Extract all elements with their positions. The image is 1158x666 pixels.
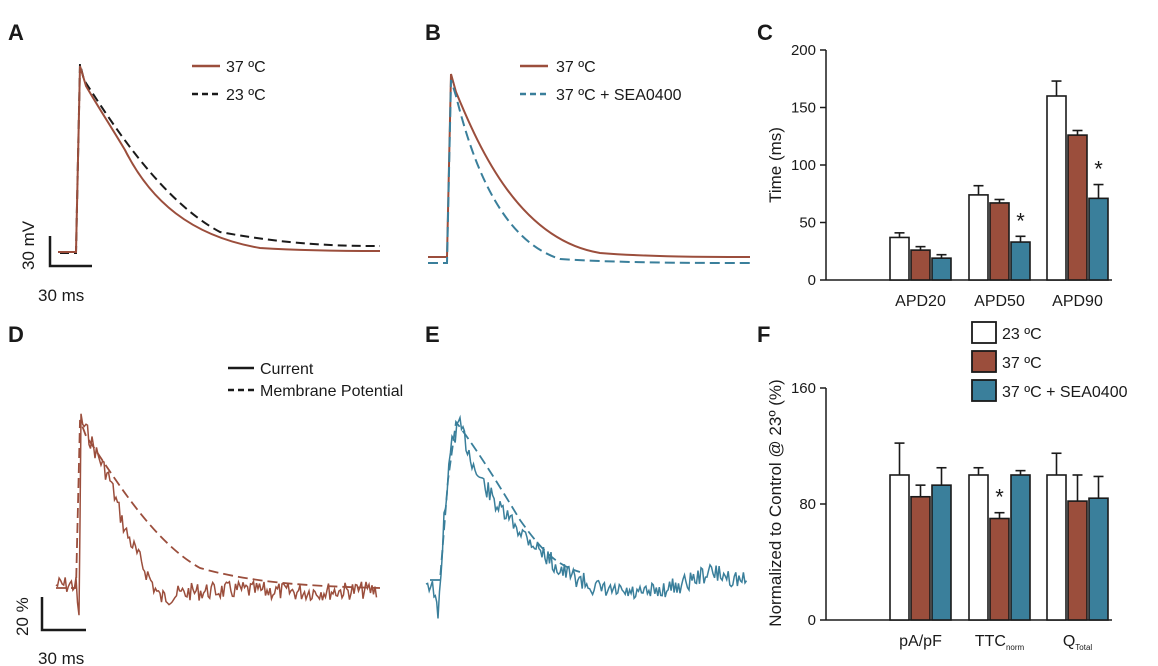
legend-a-37-label: 37 ºC <box>226 59 266 76</box>
bar <box>1088 497 1109 621</box>
chart-f-ylabel: Normalized to Control @ 23º (%) <box>766 379 785 626</box>
scalebar-a-time: 30 ms <box>38 286 84 305</box>
trace-e-membrane <box>430 419 581 581</box>
x-tick-label: APD20 <box>895 293 946 310</box>
bar <box>989 517 1010 621</box>
trace-b-37 <box>428 73 751 258</box>
significance-marker: * <box>1094 157 1103 182</box>
bar <box>1046 95 1067 281</box>
y-tick-label: 100 <box>791 157 816 174</box>
legend-d-membrane-label: Membrane Potential <box>260 383 403 400</box>
scalebar-d <box>40 597 86 632</box>
y-tick-label: 160 <box>791 380 816 397</box>
legend-b-sea-label: 37 ºC + SEA0400 <box>556 87 682 104</box>
legend-a-23-label: 23 ºC <box>226 87 266 104</box>
significance-marker: * <box>1016 208 1025 233</box>
x-tick-label: pA/pF <box>899 633 942 650</box>
y-tick-label: 50 <box>799 215 816 232</box>
trace-b-sea <box>428 79 751 264</box>
scalebar-d-time: 30 ms <box>38 649 84 666</box>
chart-f: Normalized to Control @ 23º (%) 0 80 160 pA… <box>766 379 1112 652</box>
chart-c: Time (ms) 0 50 100 150 200 APD20 * APD50 * APD90 <box>766 42 1112 310</box>
bar <box>1088 197 1109 281</box>
legend-label-23: 23 ºC <box>1002 326 1042 343</box>
panel-label-e: E <box>425 322 440 347</box>
panel-label-d: D <box>8 322 24 347</box>
panel-label-c: C <box>757 20 773 45</box>
x-tick-label: TTCnorm <box>975 633 1025 652</box>
bar <box>1067 134 1088 281</box>
bar <box>968 474 989 621</box>
legend-d-current-label: Current <box>260 361 314 378</box>
y-tick-label: 0 <box>808 272 816 289</box>
panel-label-f: F <box>757 322 770 347</box>
bar <box>1010 241 1031 281</box>
trace-e-current <box>425 414 748 619</box>
panel-b: 37 ºC 37 ºC + SEA0400 <box>428 59 751 264</box>
legend-swatch-sea <box>971 379 997 402</box>
significance-marker: * <box>995 485 1004 510</box>
y-tick-label: 200 <box>791 42 816 59</box>
x-tick-label: APD50 <box>974 293 1025 310</box>
bar <box>968 194 989 281</box>
panel-e <box>425 414 748 619</box>
bar <box>889 236 910 281</box>
trace-d-current <box>55 413 378 616</box>
legend-label-sea: 37 ºC + SEA0400 <box>1002 384 1128 401</box>
panel-a: 37 ºC 23 ºC 30 mV 30 ms <box>19 59 381 305</box>
trace-d-membrane <box>56 419 381 589</box>
y-tick-label: 80 <box>799 496 816 513</box>
legend-label-37: 37 ºC <box>1002 355 1042 372</box>
x-tick-label: QTotal <box>1063 633 1093 652</box>
bar <box>1046 474 1067 621</box>
legend-b-37-label: 37 ºC <box>556 59 596 76</box>
bar <box>1010 474 1031 621</box>
chart-c-ylabel: Time (ms) <box>766 127 785 203</box>
trace-a-23 <box>60 63 381 254</box>
trace-a-37 <box>58 65 381 253</box>
bar <box>910 249 931 281</box>
y-tick-label: 150 <box>791 100 816 117</box>
bar <box>910 495 931 621</box>
legend-swatch-23 <box>971 321 997 344</box>
panel-label-a: A <box>8 20 24 45</box>
scalebar-a-voltage: 30 mV <box>19 220 38 270</box>
scalebar-d-percent: 20 % <box>13 597 32 636</box>
panel-label-b: B <box>425 20 441 45</box>
y-tick-label: 0 <box>808 612 816 629</box>
group-legend: 23 ºC 37 ºC 37 ºC + SEA0400 <box>971 321 1128 402</box>
scalebar-a <box>48 236 92 268</box>
bar <box>931 484 952 621</box>
panel-d: Current Membrane Potential 20 % 30 ms <box>13 361 403 666</box>
x-tick-label: APD90 <box>1052 293 1103 310</box>
legend-swatch-37 <box>971 350 997 373</box>
bar <box>1067 500 1088 621</box>
bar <box>931 257 952 281</box>
bar <box>989 202 1010 281</box>
bar <box>889 474 910 621</box>
